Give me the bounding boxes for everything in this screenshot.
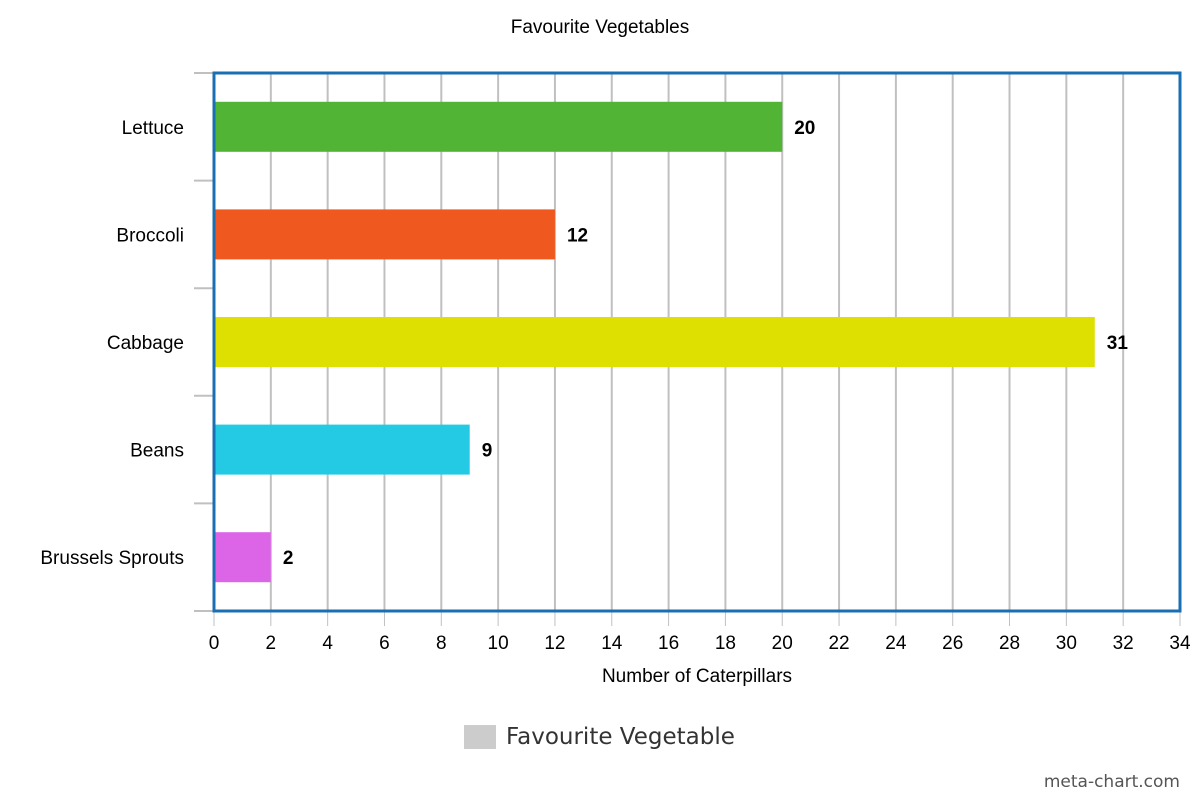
data-label: 31 xyxy=(1107,333,1129,354)
legend: Favourite Vegetable xyxy=(464,724,735,750)
x-tick-label: 30 xyxy=(1056,633,1077,654)
category-label: Cabbage xyxy=(107,333,184,354)
x-tick-label: 16 xyxy=(658,633,679,654)
x-tick-label: 10 xyxy=(488,633,509,654)
data-labels: 20 12 31 9 2 xyxy=(283,118,1129,569)
data-label: 20 xyxy=(794,118,815,139)
category-label: Broccoli xyxy=(116,225,184,246)
category-label: Lettuce xyxy=(122,118,184,139)
x-tick-label: 26 xyxy=(942,633,963,654)
x-tick-label: 4 xyxy=(322,633,333,654)
legend-swatch xyxy=(464,725,496,749)
x-axis-label: Number of Caterpillars xyxy=(602,666,792,687)
category-label: Brussels Sprouts xyxy=(40,548,184,569)
x-tick-label: 12 xyxy=(544,633,565,654)
data-label: 2 xyxy=(283,548,294,569)
x-tick-label: 0 xyxy=(209,633,220,654)
x-tick-label: 32 xyxy=(1113,633,1134,654)
x-tick-label: 18 xyxy=(715,633,736,654)
bar xyxy=(214,101,783,152)
x-tick-label: 6 xyxy=(379,633,390,654)
x-tick-label: 22 xyxy=(828,633,849,654)
data-label: 9 xyxy=(482,441,493,462)
plot-border xyxy=(212,71,1182,613)
legend-label: Favourite Vegetable xyxy=(506,724,735,750)
data-label: 12 xyxy=(567,225,588,246)
chart-title: Favourite Vegetables xyxy=(511,17,690,38)
bar xyxy=(214,424,470,475)
x-tick-labels: 0 2 4 6 8 10 12 14 16 18 20 22 24 26 28 30 32 34 xyxy=(209,633,1191,654)
credit-text: meta-chart.com xyxy=(1043,772,1180,792)
x-tick-label: 20 xyxy=(772,633,793,654)
bar xyxy=(214,532,271,583)
bar xyxy=(214,209,555,260)
category-label: Beans xyxy=(130,441,184,462)
category-labels: Lettuce Broccoli Cabbage Beans Brussels Spro… xyxy=(40,118,184,569)
axis-ticks xyxy=(194,72,1181,626)
x-tick-label: 34 xyxy=(1169,633,1191,654)
x-tick-label: 2 xyxy=(266,633,277,654)
bar xyxy=(214,317,1095,367)
x-tick-label: 24 xyxy=(885,633,907,654)
x-tick-label: 14 xyxy=(601,633,623,654)
x-tick-label: 8 xyxy=(436,633,447,654)
bars xyxy=(214,101,1095,583)
x-tick-label: 28 xyxy=(999,633,1020,654)
